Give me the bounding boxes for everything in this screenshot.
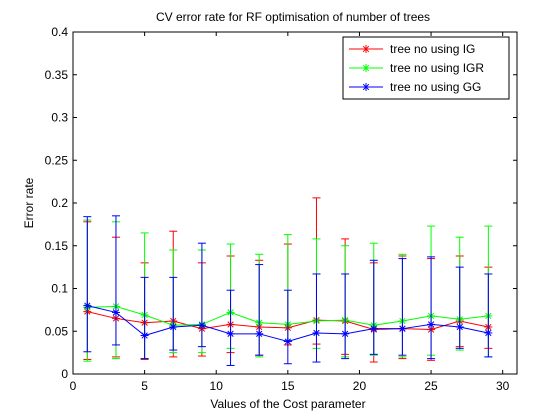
y-tick-label: 0.2: [51, 196, 68, 210]
y-axis-label: Error rate: [22, 177, 36, 228]
data-point: [197, 321, 206, 330]
y-tick-label: 0.25: [45, 153, 69, 167]
legend-entry-3: tree no using GG: [349, 80, 481, 94]
legend: tree no using IG tree no using IGR tree no…: [342, 36, 510, 100]
legend-entry-1: tree no using IG: [349, 42, 475, 56]
data-point: [226, 329, 235, 338]
y-tick-label: 0.35: [45, 68, 69, 82]
data-point: [427, 320, 436, 329]
y-tick-label: 0.1: [51, 282, 68, 296]
x-tick-label: 25: [424, 379, 438, 393]
legend-label: tree no using IGR: [390, 61, 484, 75]
data-point: [341, 329, 350, 338]
chart-title: CV error rate for RF optimisation of num…: [156, 10, 430, 24]
x-tick-label: 20: [353, 379, 367, 393]
y-tick-label: 0.05: [45, 324, 69, 338]
data-point: [455, 322, 464, 331]
data-point: [283, 337, 292, 346]
x-tick-label: 5: [141, 379, 148, 393]
data-point: [484, 328, 493, 337]
legend-entry-2: tree no using IGR: [349, 61, 484, 75]
data-point: [369, 324, 378, 333]
y-tick-label: 0.15: [45, 239, 69, 253]
x-tick-label: 15: [281, 379, 295, 393]
legend-marker: [362, 64, 370, 72]
y-tick-label: 0: [61, 367, 68, 381]
legend-label: tree no using GG: [390, 80, 481, 94]
data-point: [398, 324, 407, 333]
legend-label: tree no using IG: [390, 42, 475, 56]
data-point: [312, 328, 321, 337]
x-tick-label: 10: [210, 379, 224, 393]
x-axis-label: Values of the Cost parameter: [210, 397, 365, 411]
x-tick-label: 30: [496, 379, 510, 393]
legend-marker: [362, 45, 370, 53]
y-tick-label: 0.4: [51, 25, 68, 39]
legend-marker: [362, 83, 370, 91]
data-point: [140, 331, 149, 340]
data-point: [169, 322, 178, 331]
series-3: [83, 215, 493, 366]
x-tick-label: 0: [70, 379, 77, 393]
data-point: [255, 329, 264, 338]
y-tick-label: 0.3: [51, 111, 68, 125]
data-point: [83, 301, 92, 310]
data-point: [111, 308, 120, 317]
